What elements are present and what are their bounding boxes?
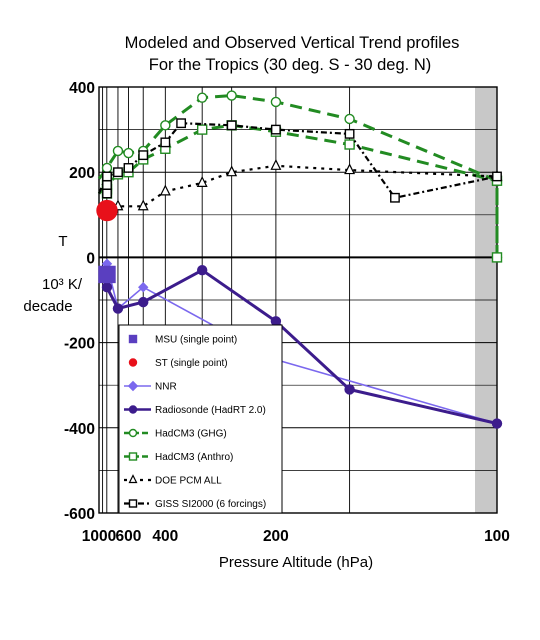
- data-point: [123, 147, 134, 159]
- series-giss-si2000-6-forcings: [97, 118, 502, 203]
- x-axis-label: Pressure Altitude (hPa): [219, 554, 373, 571]
- data-point: [102, 180, 112, 190]
- x-tick-label: 400: [152, 528, 178, 545]
- legend-label: HadCM3 (Anthro): [155, 452, 233, 463]
- legend-marker: [128, 428, 138, 438]
- data-point: [344, 139, 355, 150]
- data-point: [101, 162, 113, 174]
- x-tick-label: 100: [484, 528, 510, 545]
- y-axis-label: T 10³ K/ decade: [23, 233, 82, 315]
- legend-label: MSU (single point): [155, 335, 237, 346]
- data-point: [344, 163, 356, 175]
- legend-label: DOE PCM ALL: [155, 476, 222, 487]
- legend-label: NNR: [155, 382, 177, 393]
- legend-item-doe-pcm-all: DOE PCM ALL: [124, 474, 222, 487]
- y-axis-label-line-2: 10³ K/: [42, 276, 83, 293]
- legend-item-hadcm3-anthro: HadCM3 (Anthro): [124, 452, 233, 463]
- data-point: [344, 384, 355, 395]
- data-point: [138, 150, 149, 161]
- series-msu-single-point: [98, 265, 116, 284]
- data-point: [270, 96, 282, 108]
- legend-item-st-single-point: ST (single point): [128, 358, 228, 369]
- y-axis-label-line-3: decade: [23, 298, 72, 315]
- data-point: [491, 418, 503, 429]
- legend-item-hadcm3-ghg: HadCM3 (GHG): [124, 429, 227, 440]
- data-point: [226, 120, 237, 131]
- y-tick-label: 0: [86, 250, 95, 267]
- series-radiosonde-hadrt-2-0: [101, 264, 503, 429]
- data-point: [176, 118, 187, 129]
- y-tick-label: -600: [64, 506, 95, 523]
- data-point: [123, 163, 134, 173]
- legend-label: HadCM3 (GHG): [155, 429, 227, 440]
- legend-label: GISS SI2000 (6 forcings): [155, 499, 266, 510]
- data-point: [160, 120, 171, 131]
- legend-label: ST (single point): [155, 358, 228, 369]
- plot-frame: [98, 86, 498, 514]
- legend-item-radiosonde-hadrt-2-0: Radiosonde (HadRT 2.0): [124, 405, 266, 416]
- legend-marker: [128, 474, 138, 484]
- data-point: [270, 316, 282, 327]
- chart-title: Modeled and Observed Vertical Trend prof…: [125, 34, 460, 52]
- series-st-single-point: [96, 199, 118, 222]
- y-axis-label-line-1: T: [58, 233, 67, 250]
- y-tick-label: 400: [69, 80, 95, 97]
- data-point: [492, 171, 502, 182]
- data-point: [491, 252, 503, 263]
- data-point: [196, 92, 208, 103]
- data-point: [226, 165, 238, 177]
- legend-marker: [128, 405, 138, 414]
- data-point: [112, 303, 124, 314]
- data-point: [102, 188, 112, 199]
- data-point: [270, 158, 282, 170]
- data-point: [96, 199, 118, 222]
- data-point: [226, 90, 237, 101]
- data-point: [159, 184, 171, 196]
- data-point: [160, 137, 171, 148]
- data-point: [98, 265, 116, 284]
- legend-item-giss-si2000-6-forcings: GISS SI2000 (6 forcings): [124, 499, 266, 510]
- chart-subtitle: For the Tropics (30 deg. S - 30 deg. N): [149, 56, 431, 74]
- data-point: [101, 282, 113, 293]
- legend-label: Radiosonde (HadRT 2.0): [155, 405, 266, 416]
- data-point: [113, 167, 123, 178]
- data-point: [270, 124, 281, 135]
- data-point: [138, 282, 149, 293]
- data-point: [138, 296, 149, 308]
- legend-marker: [128, 358, 138, 367]
- data-point: [390, 192, 400, 203]
- legend: MSU (single point) ST (single point) NNR Ra…: [118, 324, 283, 514]
- legend-item-msu-single-point: MSU (single point): [128, 334, 237, 346]
- y-tick-label: -400: [64, 421, 95, 438]
- legend-box: [118, 324, 283, 514]
- legend-item-nnr: NNR: [124, 380, 177, 393]
- data-point: [112, 145, 124, 157]
- data-point: [344, 113, 355, 125]
- legend-marker: [128, 499, 138, 508]
- x-tick-label: 200: [263, 528, 289, 545]
- data-point: [196, 176, 208, 187]
- x-tick-label: 600: [116, 528, 142, 545]
- y-tick-label: -200: [64, 336, 95, 353]
- data-point: [102, 171, 112, 182]
- data-point: [196, 264, 208, 276]
- x-tick-label: 1000: [82, 528, 116, 545]
- legend-marker: [127, 380, 139, 392]
- data-point: [137, 199, 149, 211]
- legend-marker: [128, 452, 138, 461]
- data-point: [196, 124, 208, 135]
- y-tick-label: 200: [69, 165, 95, 182]
- legend-marker: [128, 334, 138, 344]
- data-point: [344, 128, 355, 139]
